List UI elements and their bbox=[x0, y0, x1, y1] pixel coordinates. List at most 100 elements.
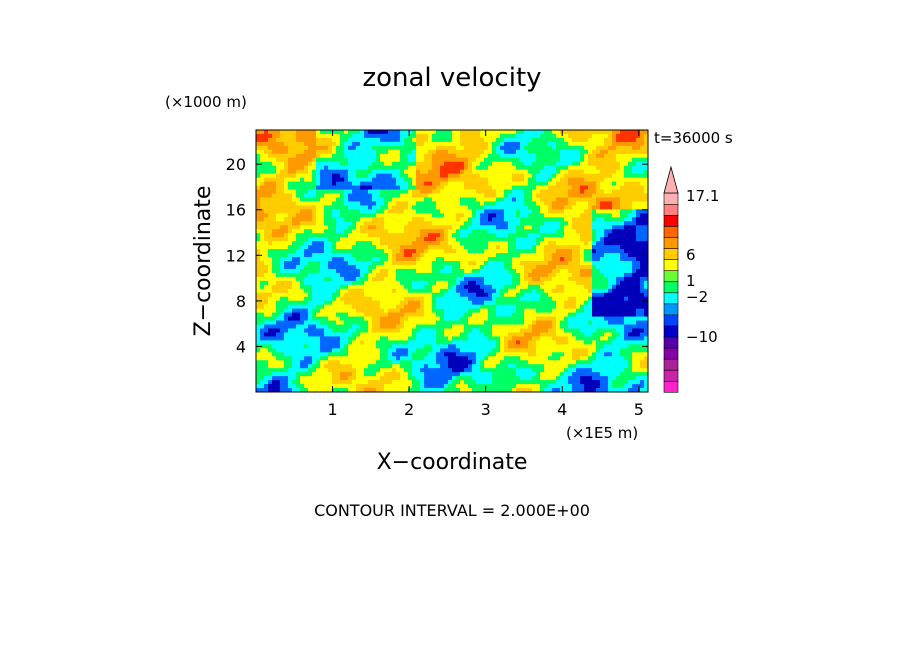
field-cell bbox=[412, 241, 417, 246]
field-cell bbox=[548, 209, 553, 214]
field-cell bbox=[328, 312, 333, 317]
field-cell bbox=[444, 276, 449, 282]
field-cell bbox=[512, 296, 517, 302]
field-cell bbox=[400, 261, 405, 266]
field-cell bbox=[452, 133, 457, 139]
field-cell bbox=[544, 217, 549, 222]
field-cell bbox=[488, 229, 493, 234]
field-cell bbox=[460, 316, 465, 321]
field-cell bbox=[508, 213, 513, 218]
field-cell bbox=[636, 213, 641, 218]
field-cell bbox=[456, 177, 461, 183]
field-cell bbox=[612, 324, 617, 329]
field-cell bbox=[308, 185, 313, 190]
field-cell bbox=[460, 288, 465, 294]
field-cell bbox=[436, 284, 441, 290]
field-cell bbox=[548, 177, 553, 183]
field-cell bbox=[380, 237, 385, 242]
field-cell bbox=[576, 141, 581, 147]
field-cell bbox=[636, 185, 641, 190]
field-cell bbox=[420, 225, 425, 230]
field-cell bbox=[508, 177, 513, 183]
field-cell bbox=[360, 280, 365, 286]
field-cell bbox=[564, 221, 569, 226]
field-cell bbox=[524, 201, 529, 206]
field-cell bbox=[352, 141, 357, 147]
field-cell bbox=[576, 165, 581, 171]
field-cell bbox=[644, 181, 649, 186]
field-cell bbox=[488, 304, 493, 310]
field-cell bbox=[412, 205, 417, 210]
field-cell bbox=[268, 264, 273, 270]
field-cell bbox=[500, 221, 505, 226]
field-cell bbox=[460, 165, 465, 171]
field-cell bbox=[372, 316, 377, 321]
field-cell bbox=[364, 225, 369, 230]
field-cell bbox=[488, 133, 493, 139]
field-cell bbox=[576, 280, 581, 286]
field-cell bbox=[304, 193, 309, 198]
field-cell bbox=[292, 288, 297, 294]
field-cell bbox=[284, 221, 289, 226]
field-cell bbox=[444, 185, 449, 190]
field-cell bbox=[404, 225, 409, 230]
field-cell bbox=[536, 177, 541, 183]
field-cell bbox=[480, 237, 485, 242]
field-cell bbox=[520, 276, 525, 282]
field-cell bbox=[628, 161, 633, 167]
field-cell bbox=[304, 300, 309, 306]
field-cell bbox=[344, 157, 349, 163]
field-cell bbox=[432, 201, 437, 206]
field-cell bbox=[520, 300, 525, 306]
field-cell bbox=[452, 197, 457, 202]
field-cell bbox=[468, 157, 473, 163]
field-cell bbox=[616, 217, 621, 222]
field-cell bbox=[296, 181, 301, 186]
field-cell bbox=[400, 320, 405, 325]
field-cell bbox=[592, 165, 597, 171]
field-cell bbox=[324, 157, 329, 163]
field-cell bbox=[548, 233, 553, 238]
field-cell bbox=[552, 320, 557, 325]
field-cell bbox=[280, 201, 285, 206]
field-cell bbox=[488, 312, 493, 317]
field-cell bbox=[544, 300, 549, 306]
field-cell bbox=[260, 272, 265, 278]
field-cell bbox=[524, 272, 529, 278]
field-cell bbox=[484, 308, 489, 314]
field-cell bbox=[356, 264, 361, 270]
field-cell bbox=[352, 261, 357, 266]
field-cell bbox=[432, 133, 437, 139]
field-cell bbox=[284, 209, 289, 214]
field-cell bbox=[568, 193, 573, 198]
field-cell bbox=[284, 292, 289, 298]
field-cell bbox=[528, 205, 533, 210]
field-cell bbox=[628, 133, 633, 139]
field-cell bbox=[404, 249, 409, 254]
field-cell bbox=[452, 324, 457, 329]
field-cell bbox=[556, 130, 561, 135]
field-cell bbox=[312, 197, 317, 202]
field-cell bbox=[624, 272, 629, 278]
field-cell bbox=[540, 241, 545, 246]
field-cell bbox=[496, 292, 501, 298]
field-cell bbox=[344, 189, 349, 194]
field-cell bbox=[592, 264, 597, 270]
field-cell bbox=[528, 328, 533, 333]
field-cell bbox=[624, 320, 629, 325]
field-cell bbox=[644, 141, 649, 147]
field-cell bbox=[484, 264, 489, 270]
field-cell bbox=[572, 137, 577, 143]
field-cell bbox=[552, 153, 557, 159]
field-cell bbox=[572, 245, 577, 250]
field-cell bbox=[320, 233, 325, 238]
field-cell bbox=[292, 308, 297, 314]
field-cell bbox=[540, 272, 545, 278]
field-cell bbox=[472, 205, 477, 210]
field-cell bbox=[384, 328, 389, 333]
field-cell bbox=[356, 197, 361, 202]
field-cell bbox=[544, 316, 549, 321]
field-cell bbox=[524, 229, 529, 234]
field-cell bbox=[528, 133, 533, 139]
field-cell bbox=[540, 173, 545, 179]
